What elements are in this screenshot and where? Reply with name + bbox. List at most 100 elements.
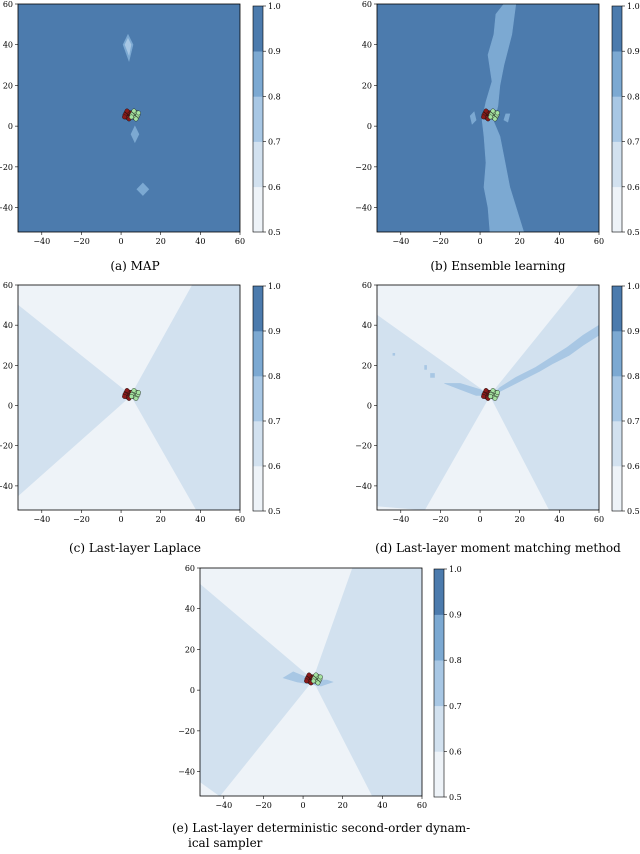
subplot-e: −40 −20 0 20 40 60−40−2002040600.50.60.70.80.… — [172, 564, 470, 850]
x-tick-label: −20 — [73, 237, 90, 246]
x-tick-label: 20 — [338, 801, 348, 810]
x-tick-label: 0 — [301, 801, 306, 810]
subplot-caption: (a) MAP — [110, 259, 159, 273]
data-point — [490, 388, 496, 393]
colorbar-band — [612, 96, 622, 142]
contour-region — [312, 568, 422, 796]
colorbar-tick-label: 1.0 — [627, 2, 640, 11]
data-point — [318, 674, 323, 680]
x-tick-label: 20 — [156, 237, 166, 246]
colorbar-tick-label: 0.6 — [627, 462, 640, 471]
data-point — [304, 678, 309, 684]
colorbar-tick-label: 1.0 — [449, 565, 462, 574]
colorbar-band — [253, 96, 263, 142]
colorbar-tick-label: 0.5 — [627, 507, 640, 516]
contour-region — [503, 113, 511, 123]
colorbar-band — [612, 51, 622, 97]
x-tick-label: 60 — [417, 801, 427, 810]
contour-region — [200, 583, 314, 796]
data-point — [306, 672, 312, 678]
contour-regions — [122, 33, 150, 196]
y-tick-label: 60 — [3, 0, 13, 9]
subplot-b: −40 −20 0 20 40 60−40−2002040600.50.60.70.80.… — [355, 0, 640, 273]
colorbar-tick-label: 0.9 — [627, 47, 640, 56]
contour-region — [136, 182, 150, 196]
x-tick-label: 40 — [377, 801, 387, 810]
colorbar-band — [612, 331, 622, 377]
colorbar-tick-label: 0.6 — [449, 747, 462, 756]
contour-region — [430, 373, 435, 378]
subplot-d: −40 −20 0 20 40 60−40−2002040600.50.60.70.80.… — [355, 281, 640, 555]
colorbar-band — [434, 751, 444, 798]
data-point — [481, 394, 486, 399]
contour-region — [130, 125, 140, 144]
x-tick-label: 60 — [594, 515, 604, 524]
colorbar-tick-label: 1.0 — [268, 282, 281, 291]
data-point — [490, 108, 496, 114]
x-tick-label: 40 — [554, 237, 564, 246]
contour-regions — [18, 285, 240, 510]
y-tick-label: −20 — [0, 442, 13, 451]
data-point — [492, 116, 498, 122]
y-tick-label: −20 — [355, 163, 372, 172]
colorbar-frame — [252, 5, 264, 233]
y-tick-label: −40 — [355, 204, 372, 213]
y-tick-label: 0 — [8, 122, 13, 131]
class-b-points — [311, 672, 323, 686]
x-tick-label: −40 — [33, 237, 50, 246]
y-tick-label: 60 — [3, 281, 13, 290]
subplot-caption: (c) Last-layer Laplace — [69, 541, 201, 555]
colorbar-tick-label: 0.9 — [268, 327, 281, 336]
colorbar-tick-label: 1.0 — [627, 282, 640, 291]
class-b-points — [488, 388, 500, 401]
colorbar-band — [612, 286, 622, 332]
data-point — [483, 108, 489, 114]
colorbar-band — [253, 51, 263, 97]
x-tick-label: 40 — [195, 237, 205, 246]
colorbar-band — [253, 466, 263, 512]
x-tick-label: −40 — [33, 515, 50, 524]
colorbar-band — [253, 421, 263, 467]
contour-region — [469, 111, 477, 125]
colorbar-band — [253, 331, 263, 377]
colorbar-band — [253, 286, 263, 332]
colorbar-tick-label: 0.7 — [627, 417, 640, 426]
data-point — [122, 394, 127, 399]
plot-frame — [376, 3, 600, 233]
x-tick-label: −40 — [392, 237, 409, 246]
colorbar: 0.5 0.6 0.7 0.8 0.9 1.0 — [611, 2, 640, 237]
x-tick-label: −20 — [432, 515, 449, 524]
x-tick-label: −20 — [255, 801, 272, 810]
data-point — [311, 678, 316, 684]
colorbar-band — [612, 141, 622, 188]
data-point — [133, 116, 139, 122]
contour-region — [491, 324, 599, 396]
colorbar-tick-label: 0.9 — [268, 47, 281, 56]
x-tick-label: 0 — [119, 237, 124, 246]
x-tick-label: −20 — [73, 515, 90, 524]
colorbar-band — [253, 186, 263, 233]
x-tick-label: −40 — [215, 801, 232, 810]
data-point — [495, 110, 500, 116]
y-tick-label: 20 — [3, 361, 13, 370]
colorbar-band — [253, 376, 263, 422]
colorbar-band — [612, 376, 622, 422]
x-tick-label: 0 — [119, 515, 124, 524]
y-tick-label: 20 — [362, 361, 372, 370]
y-tick-label: −20 — [355, 442, 372, 451]
plot-frame — [199, 567, 423, 797]
contour-region — [18, 304, 132, 497]
colorbar-frame — [433, 568, 445, 798]
data-point — [136, 110, 141, 116]
y-tick-label: 40 — [362, 321, 372, 330]
subplot-caption: (b) Ensemble learning — [430, 259, 566, 273]
colorbar-tick-label: 0.5 — [268, 228, 281, 237]
colorbar: 0.5 0.6 0.7 0.8 0.9 1.0 — [252, 2, 281, 237]
x-tick-label: 20 — [515, 515, 525, 524]
colorbar-frame — [611, 5, 623, 233]
subplot-caption: (d) Last-layer moment matching method — [375, 541, 621, 555]
contour-region — [377, 314, 491, 510]
y-tick-label: 20 — [3, 81, 13, 90]
x-tick-label: 60 — [235, 237, 245, 246]
x-tick-label: 40 — [195, 515, 205, 524]
